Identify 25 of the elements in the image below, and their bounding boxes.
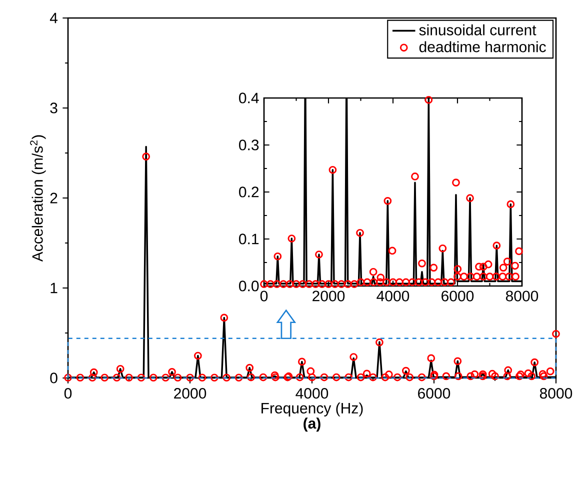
x-tick-label: 2000 xyxy=(174,388,206,399)
x-axis-title: Frequency (Hz) xyxy=(262,402,363,416)
y-tick-label: 3 xyxy=(50,102,58,114)
x-tick-label: 6000 xyxy=(442,290,474,302)
y-tick-label: 1 xyxy=(50,282,58,294)
y-tick-label: 0.0 xyxy=(239,280,259,292)
y-tick-label: 2 xyxy=(50,192,58,204)
x-tick-label: 0 xyxy=(64,388,72,399)
y-tick-label: 0.1 xyxy=(239,234,259,244)
legend-label: sinusoidal current xyxy=(419,24,536,36)
x-tick-label: 8000 xyxy=(506,290,538,302)
x-tick-label: 4000 xyxy=(376,290,410,302)
y-tick-label: 0.3 xyxy=(239,140,259,150)
y-tick-label: 4 xyxy=(50,12,58,24)
legend-label: deadtime harmonic xyxy=(419,41,546,52)
x-tick-label: 0 xyxy=(260,290,268,302)
y-tick-label: 0.2 xyxy=(239,186,259,198)
y-axis-title: Acceleration (m/s$^{2}$) xyxy=(30,135,46,262)
y-tick-label: 0 xyxy=(50,372,58,384)
x-tick-label: 8000 xyxy=(540,388,572,399)
y-tick-label: 0.4 xyxy=(239,92,259,104)
x-tick-label: 4000 xyxy=(296,388,328,399)
text: (a) xyxy=(304,418,320,432)
x-tick-label: 2000 xyxy=(312,290,345,302)
x-tick-label: 6000 xyxy=(418,388,450,399)
